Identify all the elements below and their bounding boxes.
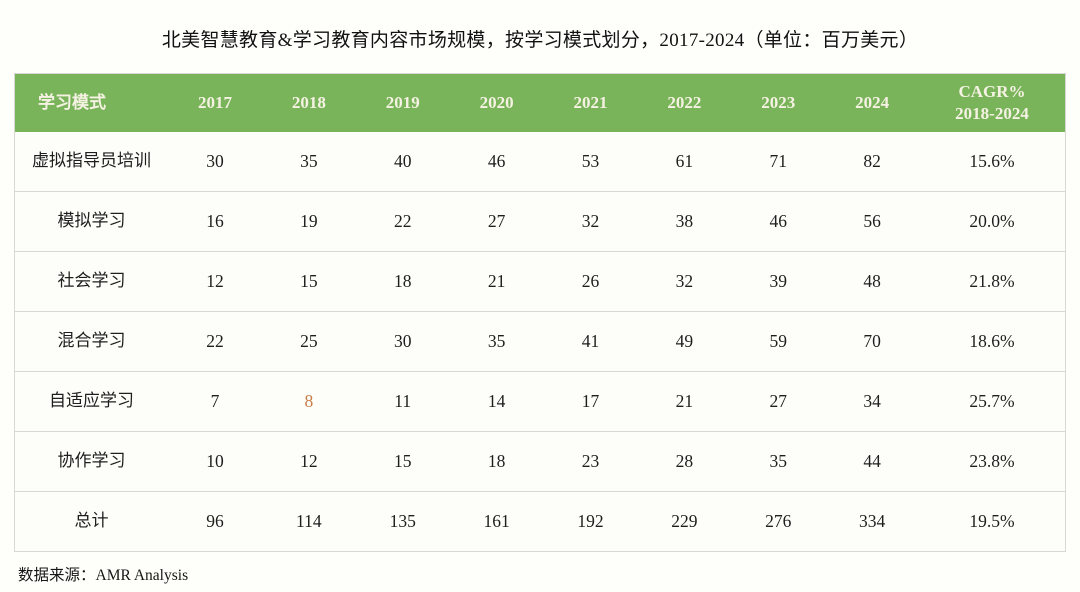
value-cell: 38 — [637, 191, 732, 252]
cagr-cell: 23.8% — [919, 431, 1066, 492]
row-label: 自适应学习 — [14, 371, 168, 432]
value-cell: 61 — [637, 132, 732, 192]
col-header-0: 学习模式 — [14, 73, 168, 132]
row-label: 总计 — [74, 511, 109, 531]
value-cell: 34 — [825, 371, 919, 432]
value-cell: 82 — [825, 132, 919, 192]
col-header-2: 2018 — [261, 73, 356, 132]
value-cell: 56 — [825, 191, 919, 252]
value-cell: 161 — [483, 511, 510, 531]
value-cell: 334 — [858, 511, 886, 531]
col-header-6: 2022 — [637, 73, 732, 132]
value-cell: 40 — [355, 132, 450, 192]
col-header-5: 2021 — [543, 73, 638, 132]
table-row: 协作学习 10 12 15 18 23 28 35 44 23.8% — [14, 431, 1066, 492]
col-header-1: 2017 — [168, 73, 262, 132]
value-cell: 17 — [543, 371, 638, 432]
value-cell: 18 — [449, 431, 544, 492]
value-cell: 49 — [637, 311, 732, 372]
value-cell: 30 — [168, 132, 262, 192]
col-header-9: CAGR% 2018-2024 — [919, 73, 1066, 132]
value-cell: 32 — [543, 191, 638, 252]
value-cell: 35 — [261, 132, 356, 192]
table-body: 虚拟指导员培训 30 35 40 46 53 61 71 82 15.6% 模拟学习 16 19 22 27… — [14, 132, 1066, 552]
value-cell: 21 — [637, 371, 732, 432]
value-cell: 135 — [389, 511, 416, 531]
source-label: 数据来源： — [18, 567, 96, 584]
value-cell: 35 — [449, 311, 544, 372]
value-cell: 10 — [168, 431, 262, 492]
value-cell: 23 — [543, 431, 638, 492]
value-cell: 14 — [449, 371, 544, 432]
value-cell: 46 — [449, 132, 544, 192]
table-row: 自适应学习 7 8 11 14 17 21 27 34 25.7% — [14, 371, 1066, 432]
value-cell: 16 — [168, 191, 262, 252]
value-cell: 8 — [261, 371, 356, 432]
cagr-cell: 15.6% — [919, 132, 1066, 192]
value-cell: 27 — [731, 371, 826, 432]
value-cell: 32 — [637, 251, 732, 312]
value-cell: 28 — [637, 431, 732, 492]
value-cell: 19 — [261, 191, 356, 252]
col-header-8: 2024 — [825, 73, 919, 132]
value-cell: 48 — [825, 251, 919, 312]
value-cell: 35 — [731, 431, 826, 492]
value-cell: 18 — [355, 251, 450, 312]
value-cell: 59 — [731, 311, 826, 372]
value-cell: 41 — [543, 311, 638, 372]
col-header-7: 2023 — [731, 73, 826, 132]
header-row: 学习模式 2017 2018 2019 2020 2021 2022 2023 2024 CAGR… — [14, 73, 1066, 132]
cagr-cell: 25.7% — [919, 371, 1066, 432]
value-cell: 22 — [355, 191, 450, 252]
value-cell: 30 — [355, 311, 450, 372]
market-size-table: 学习模式 2017 2018 2019 2020 2021 2022 2023 2024 CAGR… — [14, 73, 1066, 552]
cagr-cell: 20.0% — [919, 191, 1066, 252]
col-header-4: 2020 — [449, 73, 544, 132]
table-row: 总计 96 114 135 161 192 229 276 334 19.5% — [15, 492, 1066, 552]
value-cell: 192 — [577, 511, 604, 531]
value-cell: 276 — [765, 511, 792, 531]
data-source: 数据来源：AMR Analysis — [18, 563, 188, 585]
value-cell: 71 — [731, 132, 826, 192]
value-cell: 46 — [731, 191, 826, 252]
table-row: 社会学习 12 15 18 21 26 32 39 48 21.8% — [14, 251, 1066, 312]
value-cell: 39 — [731, 251, 826, 312]
value-cell: 96 — [206, 511, 224, 531]
page-title: 北美智慧教育&学习教育内容市场规模，按学习模式划分，2017-2024（单位：百… — [161, 30, 919, 51]
cagr-cell: 18.6% — [919, 311, 1066, 372]
row-label: 社会学习 — [14, 251, 168, 312]
value-cell: 7 — [168, 371, 262, 432]
col-header-3: 2019 — [355, 73, 450, 132]
value-cell: 11 — [355, 371, 450, 432]
value-cell: 12 — [168, 251, 262, 312]
row-label: 混合学习 — [14, 311, 168, 372]
row-label: 模拟学习 — [14, 191, 168, 252]
source-value: AMR Analysis — [95, 567, 189, 584]
table-row: 虚拟指导员培训 30 35 40 46 53 61 71 82 15.6% — [14, 132, 1066, 192]
row-label: 虚拟指导员培训 — [14, 132, 168, 192]
value-cell: 21 — [449, 251, 544, 312]
value-cell: 44 — [825, 431, 919, 492]
value-cell: 22 — [168, 311, 262, 372]
cagr-cell: 19.5% — [969, 511, 1015, 531]
value-cell: 12 — [261, 431, 356, 492]
table-row: 模拟学习 16 19 22 27 32 38 46 56 20.0% — [14, 191, 1066, 252]
value-cell: 15 — [355, 431, 450, 492]
value-cell: 15 — [261, 251, 356, 312]
value-cell: 25 — [261, 311, 356, 372]
value-cell: 70 — [825, 311, 919, 372]
table-row: 混合学习 22 25 30 35 41 49 59 70 18.6% — [14, 311, 1066, 372]
value-cell: 53 — [543, 132, 638, 192]
table-header: 学习模式 2017 2018 2019 2020 2021 2022 2023 2024 CAGR… — [14, 73, 1066, 132]
cagr-cell: 21.8% — [919, 251, 1066, 312]
value-cell: 229 — [671, 511, 698, 531]
value-cell: 114 — [296, 511, 322, 531]
value-cell: 27 — [449, 191, 544, 252]
value-cell: 26 — [543, 251, 638, 312]
row-label: 协作学习 — [14, 431, 168, 492]
